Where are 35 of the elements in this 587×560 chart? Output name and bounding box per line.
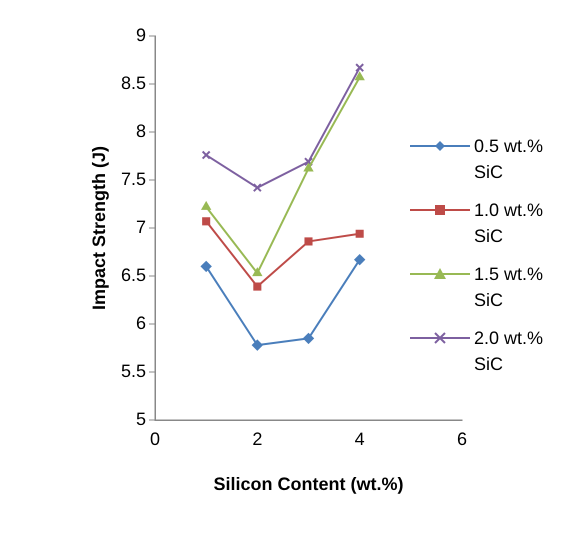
- x-tick-label: 0: [150, 428, 160, 449]
- point: [354, 254, 366, 266]
- point: [252, 268, 262, 276]
- y-axis-title: Impact Strength (J): [88, 146, 109, 310]
- legend-label: 1.0 wt.% SiC: [474, 199, 544, 248]
- y-tick-label: 7.5: [120, 168, 146, 189]
- y-tick-label: 9: [136, 24, 146, 45]
- point: [304, 157, 314, 166]
- point: [355, 63, 364, 72]
- x-tick-label: 6: [456, 428, 468, 449]
- x-tick-label: 2: [252, 428, 262, 449]
- y-tick-label: 8.5: [120, 72, 146, 93]
- y-tick-label: 6.5: [120, 264, 146, 285]
- y-tick-label: 5: [136, 408, 146, 429]
- y-tick-label: 7: [136, 216, 146, 237]
- point: [202, 217, 210, 226]
- point: [356, 230, 364, 238]
- point: [201, 201, 211, 210]
- y-tick-label: 6: [136, 312, 146, 333]
- y-tick-label: 5.5: [120, 360, 146, 381]
- point: [303, 332, 314, 344]
- point: [252, 340, 263, 351]
- point: [304, 237, 313, 246]
- x-axis-title: Silicon Content (wt.%): [214, 474, 404, 494]
- point: [304, 162, 314, 172]
- point: [253, 282, 262, 291]
- point: [200, 260, 212, 272]
- point: [202, 150, 211, 160]
- x-tick-label: 4: [354, 428, 365, 449]
- legend-label: 0.5 wt.% SiC: [474, 135, 544, 184]
- legend-label: 2.0 wt.% SiC: [474, 327, 544, 376]
- y-tick-label: 8: [136, 120, 146, 141]
- point: [354, 72, 364, 80]
- point: [252, 183, 262, 192]
- legend-label: 1.5 wt.% SiC: [474, 263, 544, 312]
